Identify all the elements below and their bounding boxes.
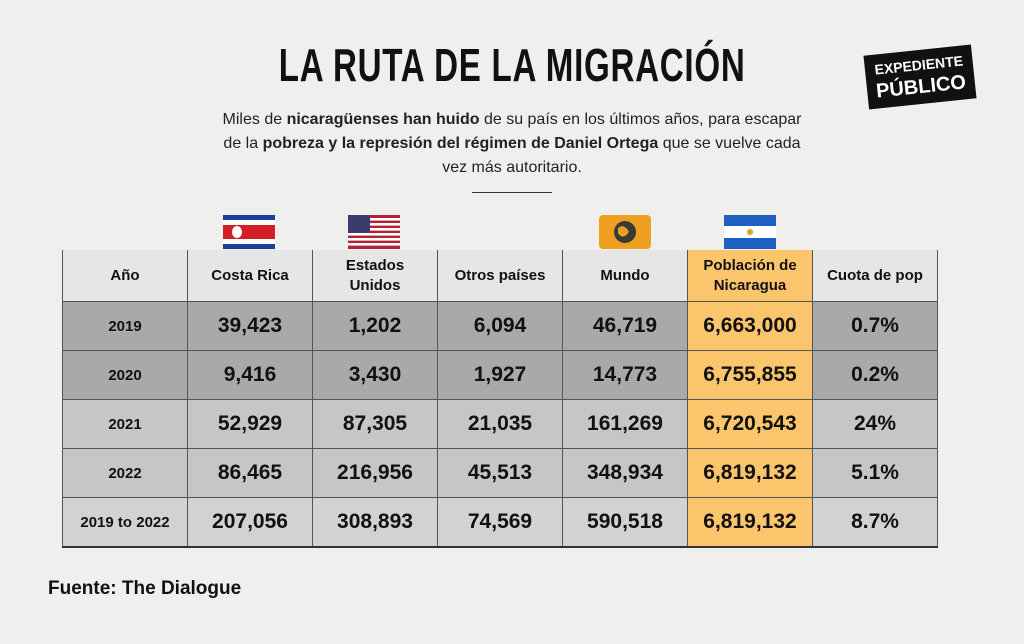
table-cell: 6,663,000 [687,301,813,351]
table-cell: 1,202 [312,301,438,351]
flags [223,215,776,249]
table-cell: 14,773 [562,350,688,400]
table-cell: 21,035 [437,399,563,449]
subtitle: Miles de nicaragüenses han huido de su p… [212,108,812,180]
column-header: Año [62,250,188,302]
table-cell: 216,956 [312,448,438,498]
title: LA RUTA DE LA MIGRACIÓN [0,38,1024,92]
source: Fuente: The Dialogue [48,578,242,599]
table-cell: 46,719 [562,301,688,351]
flag-nicaragua [724,215,776,249]
table-cell: 0.2% [812,350,938,400]
table-cell: 45,513 [437,448,563,498]
table-cell: 3,430 [312,350,438,400]
table-cell: 6,819,132 [687,448,813,498]
table-cell: 0.7% [812,301,938,351]
divider [472,192,552,193]
header-row: Año Costa Rica Estados Unidos Otros países M… [62,250,938,302]
table-cell: 2020 [62,350,188,400]
table-cell: 6,720,543 [687,399,813,449]
subtitle-part: de su país en los últimos años, para esc… [223,111,802,152]
table-cell: 348,934 [562,448,688,498]
table-row: 2022 86,465 216,956 45,513 348,934 6,819,132 5… [62,448,938,498]
subtitle-part: Miles de [222,111,287,128]
table-row: 2019 39,423 1,202 6,094 46,719 6,663,000 0.7% [62,301,938,351]
column-header: Costa Rica [187,250,313,302]
table-cell: 6,819,132 [687,497,813,548]
column-header: Otros países [437,250,563,302]
table-cell: 74,569 [437,497,563,548]
table-cell: 161,269 [562,399,688,449]
table-row: 2021 52,929 87,305 21,035 161,269 6,720,543 24… [62,399,938,449]
subtitle-part: pobreza y la represión del régimen de Da… [262,135,659,152]
table-cell: 87,305 [312,399,438,449]
table-cell: 2022 [62,448,188,498]
column-header: Mundo [562,250,688,302]
table-cell: 39,423 [187,301,313,351]
column-header: Población de Nicaragua [687,250,813,302]
table-cell: 9,416 [187,350,313,400]
table-row: 2019 to 2022 207,056 308,893 74,569 590,518 6… [62,497,938,548]
table-cell: 2019 [62,301,188,351]
column-header: Cuota de pop [812,250,938,302]
table-row: 2020 9,416 3,430 1,927 14,773 6,755,855 0.2% [62,350,938,400]
table-cell: 6,094 [437,301,563,351]
table-cell: 590,518 [562,497,688,548]
subtitle-part: nicaragüenses han huido [286,111,480,128]
column-header: Estados Unidos [312,250,438,302]
table-cell: 207,056 [187,497,313,548]
table-cell: 24% [812,399,938,449]
table-cell: 86,465 [187,448,313,498]
table-cell: 8.7% [812,497,938,548]
title-text: LA RUTA DE LA MIGRACIÓN [278,39,746,91]
table-cell: 52,929 [187,399,313,449]
table-cell: 2021 [62,399,188,449]
table-cell: 308,893 [312,497,438,548]
icon-world [599,215,651,249]
flag-usa [348,215,400,249]
table-cell: 6,755,855 [687,350,813,400]
table-cell: 2019 to 2022 [62,497,188,548]
migration-table: Año Costa Rica Estados Unidos Otros países M… [62,250,938,548]
table-cell: 1,927 [437,350,563,400]
subtitle-part: que se vuelve cada vez más autoritario. [442,135,801,176]
flag-costa-rica [223,215,275,249]
table-cell: 5.1% [812,448,938,498]
